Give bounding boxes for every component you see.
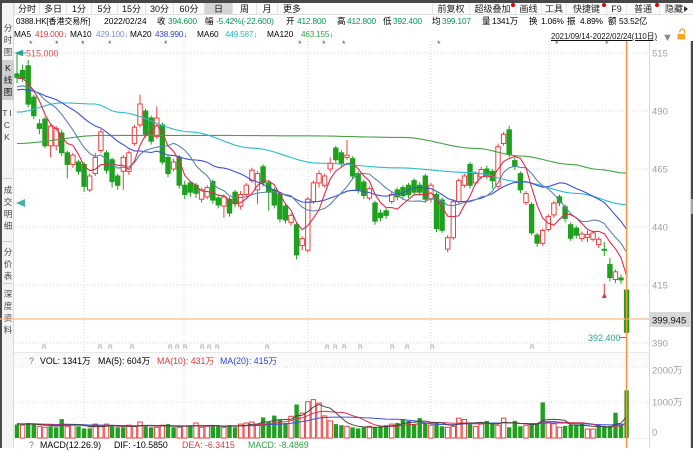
svg-text:515.000: 515.000: [26, 49, 59, 59]
svg-text:R: R: [333, 344, 338, 351]
svg-text:R: R: [200, 344, 205, 351]
svg-text:R: R: [358, 344, 363, 351]
svg-text:R: R: [342, 344, 347, 351]
svg-text:R: R: [130, 344, 135, 351]
svg-text:R: R: [175, 344, 180, 351]
svg-text:R: R: [168, 344, 173, 351]
svg-text:R: R: [405, 344, 410, 351]
svg-text:R: R: [207, 344, 212, 351]
svg-text:R: R: [98, 344, 103, 351]
svg-text:R: R: [42, 344, 47, 351]
svg-text:R: R: [183, 344, 188, 351]
svg-text:392.400: 392.400: [588, 333, 621, 343]
svg-text:R: R: [530, 344, 535, 351]
svg-text:R: R: [430, 344, 435, 351]
svg-text:R: R: [215, 344, 220, 351]
svg-text:R: R: [108, 344, 113, 351]
svg-text:R: R: [390, 344, 395, 351]
svg-text:R: R: [325, 344, 330, 351]
svg-text:R: R: [265, 344, 270, 351]
